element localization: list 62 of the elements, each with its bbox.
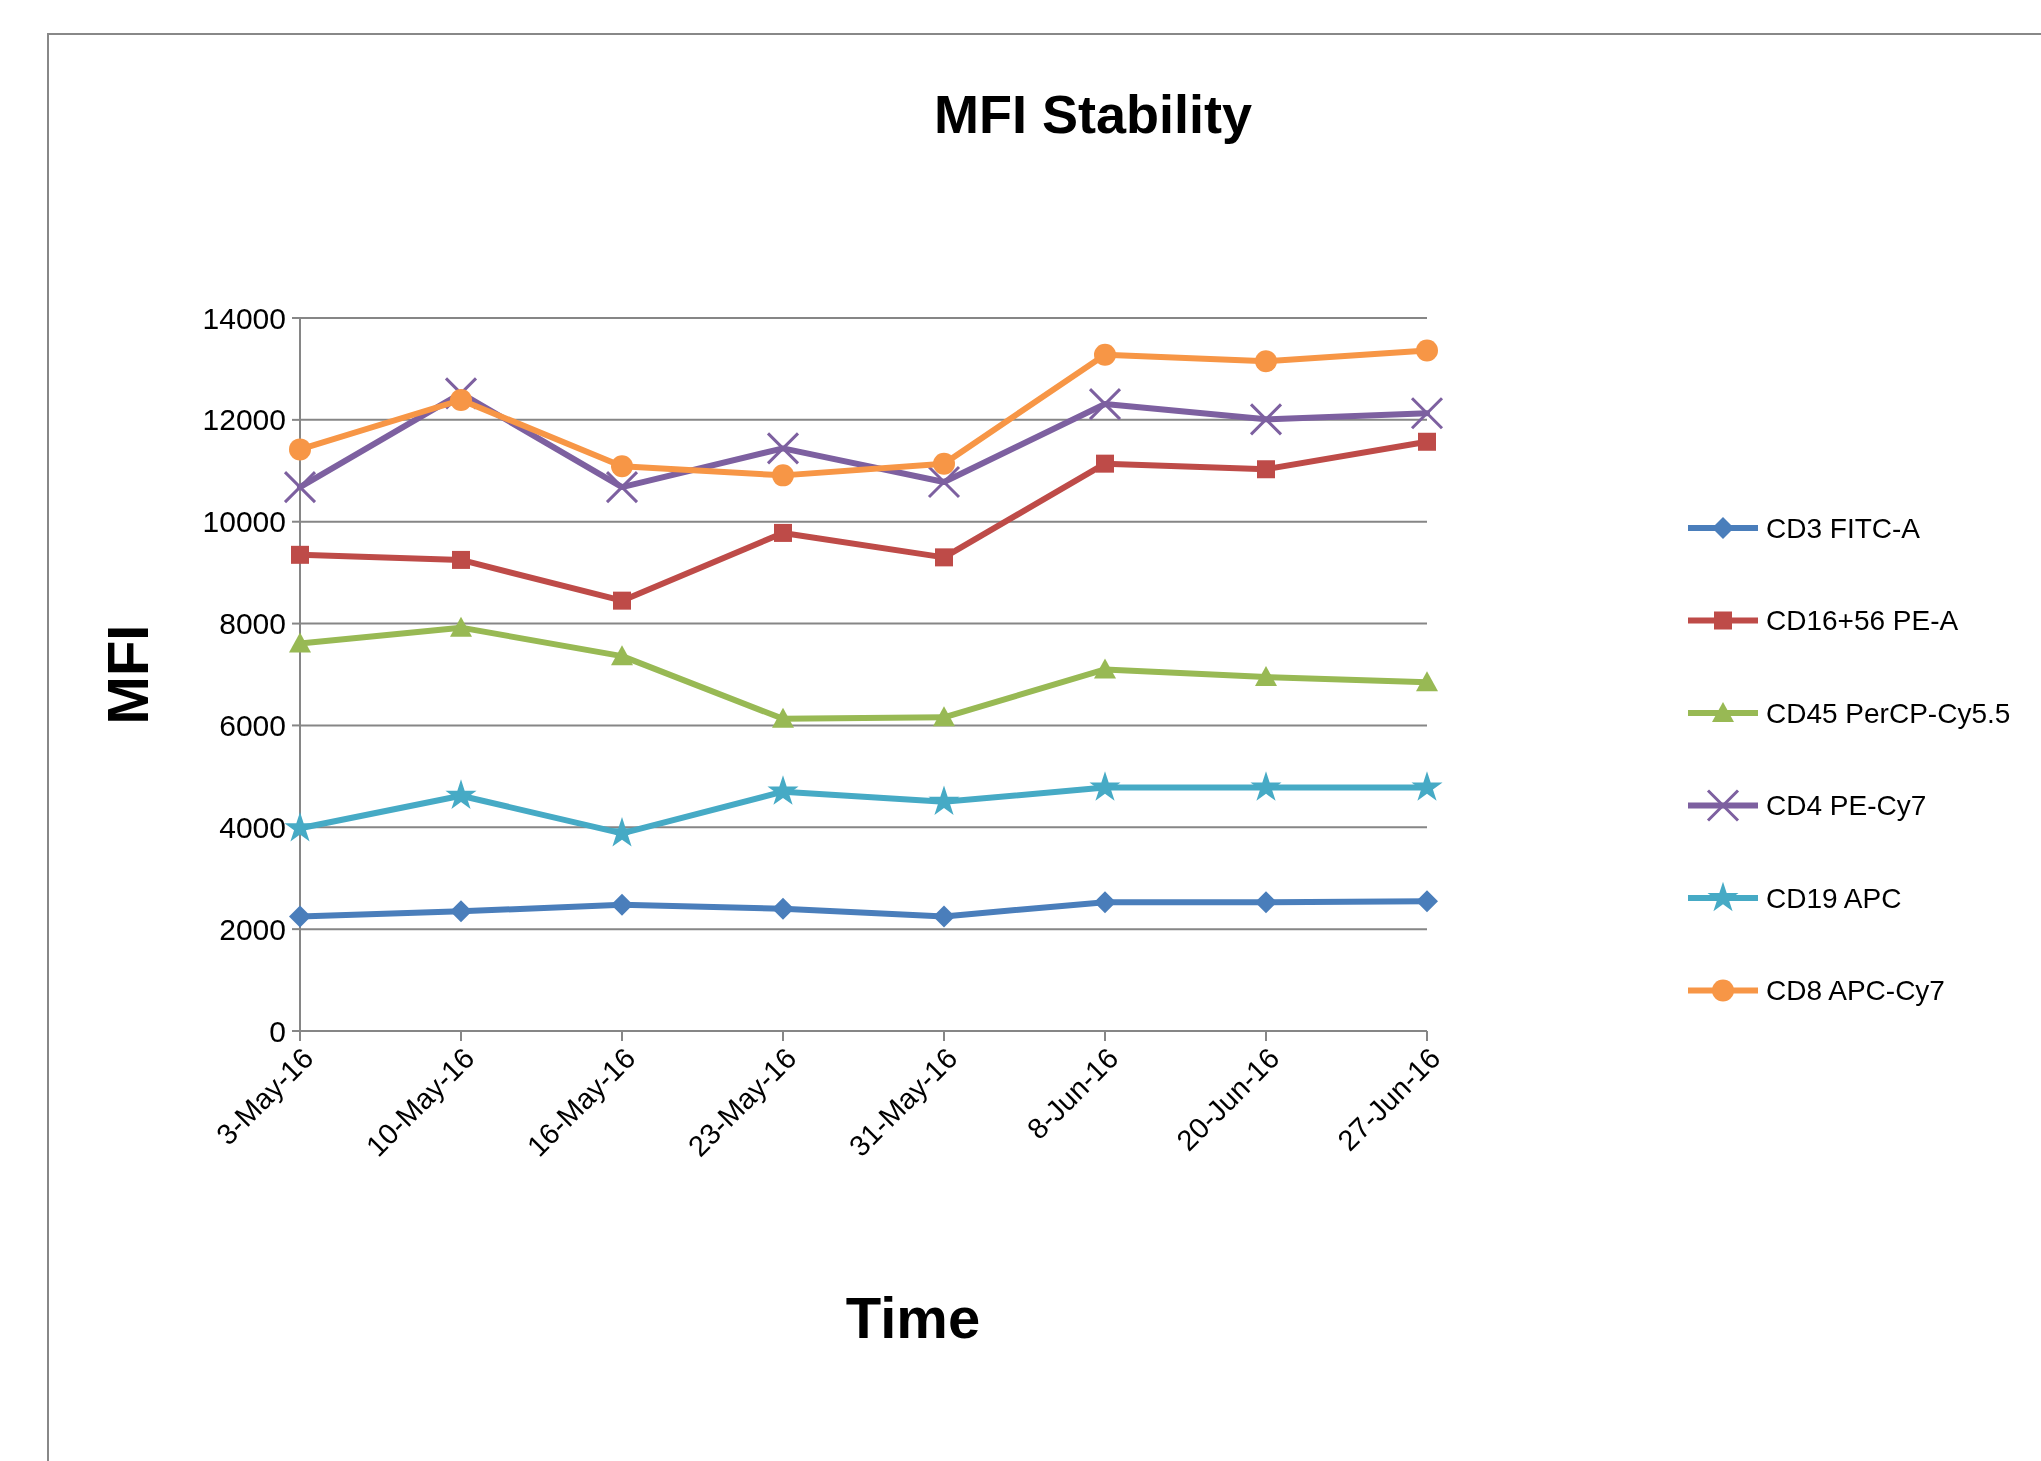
- y-tick-label: 0: [269, 1014, 286, 1048]
- point: [1255, 350, 1277, 373]
- y-tick-label: 14000: [202, 301, 286, 335]
- point: [445, 779, 477, 809]
- point: [450, 900, 472, 923]
- y-tick-label: 12000: [202, 403, 286, 437]
- point: [283, 470, 317, 504]
- y-tick-label: 6000: [219, 708, 286, 742]
- legend-label: CD4 PE-Cy7: [1766, 790, 1927, 822]
- point: [1255, 891, 1277, 914]
- point: [1411, 771, 1443, 801]
- point: [289, 632, 311, 653]
- point: [1089, 771, 1121, 801]
- point: [1410, 396, 1444, 430]
- point: [927, 465, 961, 499]
- point: [452, 550, 470, 569]
- point: [450, 389, 472, 411]
- point: [450, 616, 472, 637]
- point: [928, 785, 960, 816]
- point: [1255, 666, 1277, 687]
- point: [933, 706, 955, 727]
- point: [289, 438, 311, 461]
- point: [611, 893, 633, 916]
- point: [1094, 343, 1116, 366]
- legend-label: CD19 APC: [1766, 882, 1902, 914]
- point: [772, 464, 794, 487]
- point: [933, 905, 955, 928]
- point: [1250, 771, 1282, 801]
- point: [935, 548, 953, 567]
- point: [1416, 671, 1438, 692]
- point: [933, 452, 955, 475]
- point: [1088, 387, 1122, 421]
- legend-label: CD16+56 PE-A: [1766, 605, 1959, 637]
- point: [289, 905, 311, 928]
- y-tick-label: 10000: [202, 505, 286, 539]
- y-tick-label: 2000: [219, 912, 286, 946]
- point: [1094, 891, 1116, 914]
- legend-label: CD45 PerCP-Cy5.5: [1766, 697, 2011, 729]
- point: [1249, 402, 1283, 436]
- point: [767, 775, 799, 805]
- point: [1418, 432, 1436, 451]
- y-tick-label: 4000: [219, 810, 286, 844]
- point: [772, 707, 794, 728]
- point: [1416, 890, 1438, 913]
- point: [1096, 454, 1114, 473]
- point: [1416, 339, 1438, 362]
- point: [766, 431, 800, 465]
- x-axis-title: Time: [845, 1285, 981, 1350]
- chart-title: MFI Stability: [933, 84, 1253, 144]
- point: [1257, 460, 1275, 479]
- legend-label: CD3 FITC-A: [1766, 512, 1921, 544]
- y-tick-label: 8000: [219, 607, 286, 641]
- point: [611, 645, 633, 666]
- y-axis-title: MFI: [95, 624, 160, 725]
- point: [291, 545, 309, 564]
- point: [611, 455, 633, 478]
- point: [613, 591, 631, 610]
- point: [774, 523, 792, 542]
- point: [605, 470, 639, 504]
- point: [772, 897, 794, 920]
- legend-label: CD8 APC-Cy7: [1766, 975, 1945, 1007]
- point: [1094, 658, 1116, 679]
